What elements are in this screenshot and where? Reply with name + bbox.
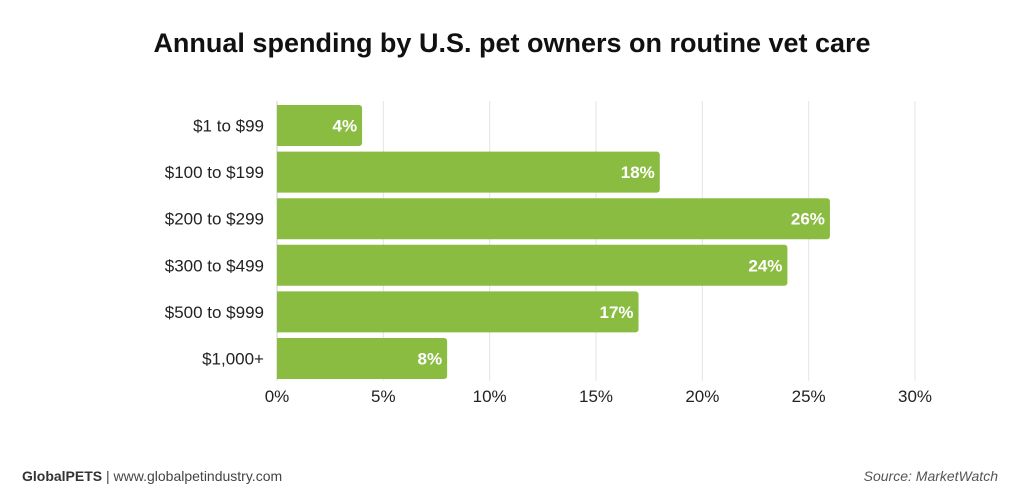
bar bbox=[277, 198, 830, 240]
source-note: Source: MarketWatch bbox=[863, 468, 998, 484]
y-category-label: $500 to $999 bbox=[165, 303, 264, 322]
data-label: 26% bbox=[791, 210, 825, 229]
y-category-label: $300 to $499 bbox=[165, 256, 264, 275]
data-label: 17% bbox=[600, 303, 634, 322]
brand-name: GlobalPETS bbox=[22, 468, 103, 484]
y-category-label: $1 to $99 bbox=[193, 117, 264, 136]
data-label: 4% bbox=[332, 117, 357, 136]
x-tick-label: 0% bbox=[265, 387, 290, 406]
bar bbox=[277, 244, 788, 286]
bar bbox=[277, 291, 639, 333]
separator: | bbox=[106, 468, 110, 484]
x-tick-label: 10% bbox=[473, 387, 507, 406]
footer-credit: GlobalPETS | www.globalpetindustry.com bbox=[22, 468, 282, 484]
website-url: www.globalpetindustry.com bbox=[113, 468, 283, 484]
chart-title: Annual spending by U.S. pet owners on ro… bbox=[153, 28, 871, 58]
x-tick-label: 5% bbox=[371, 387, 396, 406]
y-category-label: $1,000+ bbox=[202, 350, 264, 369]
x-tick-label: 25% bbox=[792, 387, 826, 406]
data-label: 8% bbox=[418, 350, 443, 369]
bar bbox=[277, 105, 363, 146]
y-category-label: $100 to $199 bbox=[165, 163, 264, 182]
bar bbox=[277, 151, 660, 193]
x-tick-label: 15% bbox=[579, 387, 613, 406]
x-tick-label: 20% bbox=[685, 387, 719, 406]
data-label: 18% bbox=[621, 163, 655, 182]
data-label: 24% bbox=[748, 256, 782, 275]
x-tick-label: 30% bbox=[898, 387, 932, 406]
bar bbox=[277, 338, 448, 379]
y-category-label: $200 to $299 bbox=[165, 210, 264, 229]
bar-chart: 0% 5% 10% 15% 20% 25% 30% $1 to $99 4% $100 to $1… bbox=[165, 101, 932, 406]
